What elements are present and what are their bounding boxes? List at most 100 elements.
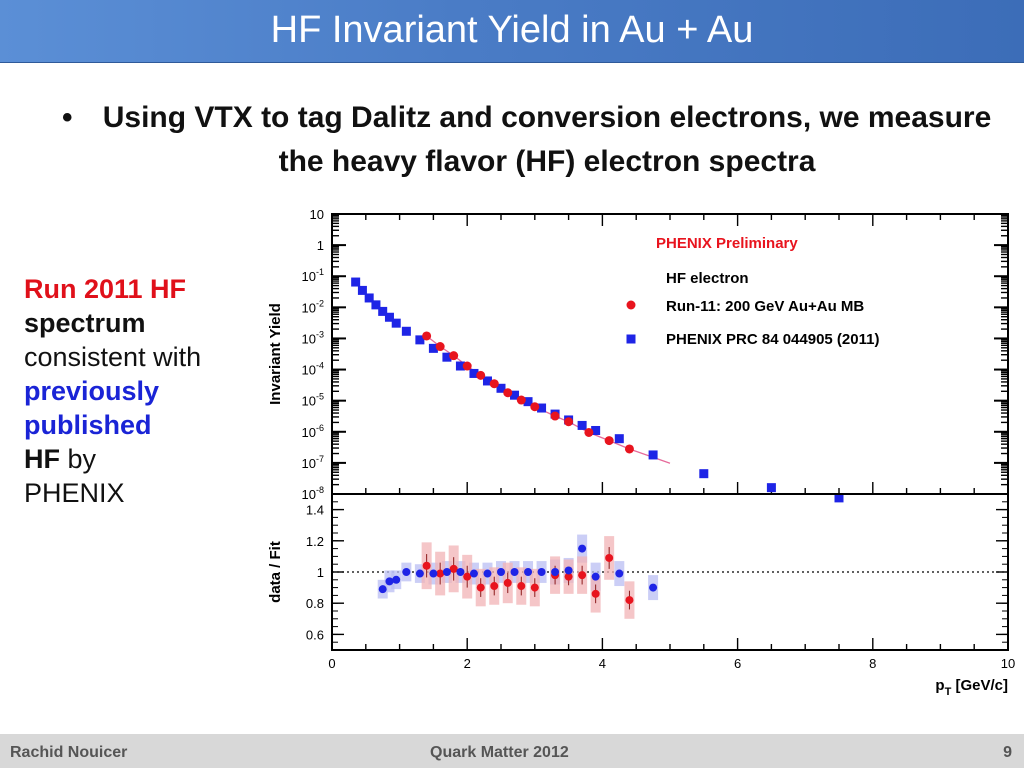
prc-point	[510, 390, 520, 400]
run11-point	[584, 427, 594, 437]
prc-point	[357, 285, 367, 295]
run11-point	[516, 395, 526, 405]
prc-ratio-point	[551, 568, 560, 576]
x-axis-title: pT [GeV/c]	[935, 677, 1008, 698]
run11-ratio-point	[436, 569, 445, 578]
x-tick-label: 4	[599, 656, 606, 671]
run11-ratio-point	[605, 553, 614, 562]
prc-ratio-point	[564, 566, 573, 575]
prc-point	[614, 434, 624, 444]
prc-point	[442, 352, 452, 362]
bullet-text: Using VTX to tag Dalitz and conversion e…	[102, 101, 992, 178]
note-run: Run 2011 HF	[24, 274, 187, 304]
prc-point	[496, 383, 506, 393]
prc-point	[699, 469, 709, 479]
prc-point	[469, 368, 479, 378]
note-published: published	[24, 410, 152, 440]
prc-point	[834, 493, 844, 503]
side-note: Run 2011 HF spectrum consistent with pre…	[24, 272, 264, 510]
slide-title: HF Invariant Yield in Au + Au	[270, 9, 754, 51]
footer-author: Rachid Nouicer	[10, 744, 128, 761]
prc-ratio-point	[429, 569, 438, 578]
ratio-y-axis-title: data / Fit	[267, 541, 284, 603]
run11-ratio-point	[463, 572, 472, 581]
x-tick-label: 8	[869, 656, 876, 671]
y-tick-label: 10-8	[302, 485, 324, 502]
legend-run11-marker	[626, 300, 636, 310]
run11-ratio-point	[449, 564, 458, 573]
ratio-y-tick-label: 0.8	[306, 596, 324, 611]
y-tick-label: 10-7	[302, 454, 324, 471]
note-spectrum: spectrum	[24, 308, 146, 338]
y-tick-label: 10-1	[302, 267, 324, 284]
prc-point	[378, 306, 388, 316]
top-frame	[331, 213, 1009, 495]
run11-ratio-point	[564, 572, 573, 581]
legend-subheader: HF electron	[666, 270, 749, 287]
y-tick-label: 10-6	[302, 423, 324, 440]
footer: Rachid Nouicer Quark Matter 2012 9	[0, 734, 1024, 768]
prc-point	[455, 361, 465, 371]
legend-header: PHENIX Preliminary	[656, 235, 798, 252]
x-tick-label: 6	[734, 656, 741, 671]
run11-point	[476, 370, 486, 380]
note-previously: previously	[24, 376, 160, 406]
run11-ratio-point	[517, 582, 526, 591]
run11-point	[462, 361, 472, 371]
prc-ratio-point	[415, 569, 424, 578]
legend-prc-label: PHENIX PRC 84 044905 (2011)	[666, 331, 879, 348]
page-number: 9	[1003, 744, 1012, 761]
ratio-y-tick-label: 1	[317, 565, 324, 580]
prc-point	[482, 376, 492, 386]
prc-ratio-point	[537, 568, 546, 576]
note-consistent: consistent with	[24, 342, 202, 372]
run11-point	[503, 388, 513, 398]
legend-prc-marker	[626, 334, 636, 344]
note-by: by	[67, 444, 97, 474]
prc-point	[371, 300, 381, 310]
run11-ratio-point	[503, 578, 512, 587]
run11-point	[550, 411, 560, 421]
footer-conference: Quark Matter 2012	[430, 744, 569, 761]
prc-ratio-point	[483, 569, 492, 578]
bullet-dot: •	[62, 101, 73, 134]
prc-ratio-point	[615, 569, 624, 578]
prc-ratio-point	[469, 569, 478, 578]
prc-ratio-point	[392, 575, 401, 584]
prc-point	[401, 326, 411, 336]
y-tick-label: 10-4	[302, 361, 324, 378]
fit-curve	[426, 335, 671, 464]
run11-ratio-point	[476, 583, 485, 592]
run11-point	[624, 444, 634, 454]
legend-run11-label: Run-11: 200 GeV Au+Au MB	[666, 298, 864, 315]
prc-point	[648, 450, 658, 460]
prc-ratio-point	[510, 568, 519, 576]
y-axis-title: Invariant Yield	[267, 303, 284, 405]
ratio-y-tick-label: 0.6	[306, 627, 324, 642]
prc-ratio-point	[578, 544, 587, 553]
bullet-point: • Using VTX to tag Dalitz and conversion…	[62, 96, 1002, 184]
prc-point	[537, 403, 547, 413]
y-tick-label: 10-5	[302, 392, 324, 409]
prc-point	[384, 312, 394, 322]
prc-point	[351, 277, 361, 287]
y-tick-label: 10-3	[302, 329, 324, 346]
run11-point	[435, 342, 445, 352]
prc-point	[523, 397, 533, 407]
run11-ratio-point	[422, 561, 431, 570]
prc-ratio-point	[442, 568, 451, 576]
prc-point	[591, 425, 601, 435]
data-over-fit-panel: 0 2 4 6 8 10 0.6 0.8 1 1.2 1.4 data / Fit pT [GeV/c]	[267, 493, 1015, 698]
y-tick-label: 10	[310, 207, 324, 222]
prc-ratio-point	[649, 583, 658, 592]
prc-point	[428, 343, 438, 353]
prc-point	[364, 293, 374, 303]
run11-ratio-point	[591, 589, 600, 598]
prc-ratio-point	[524, 568, 533, 576]
y-tick-label: 10-2	[302, 298, 324, 315]
x-tick-label: 0	[328, 656, 335, 671]
prc-ratio-point	[385, 577, 394, 586]
title-bar: HF Invariant Yield in Au + Au	[0, 0, 1024, 62]
note-phenix: PHENIX	[24, 478, 125, 508]
y-tick-label: 1	[317, 238, 324, 253]
